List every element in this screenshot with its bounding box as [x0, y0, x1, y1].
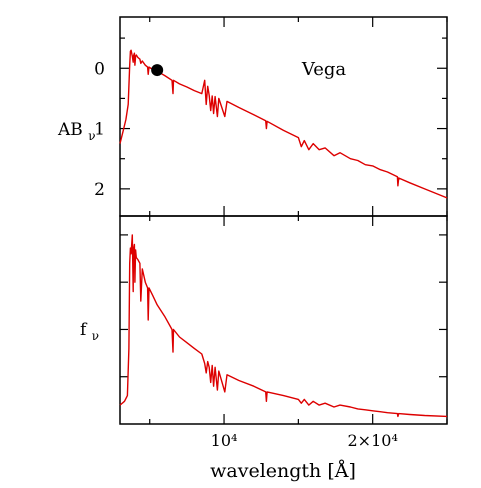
bottom-spectrum-line: [119, 234, 448, 418]
x-tick-label: 10⁴: [211, 431, 238, 450]
top-panel: 0 1 2 Vega AB ν: [57, 16, 448, 217]
bottom-y-axis-label-sub: ν: [92, 329, 99, 343]
top-y-tick-label: 0: [94, 59, 105, 79]
x-tick-label: 2×10⁴: [348, 431, 398, 450]
bottom-y-axis-label-main: f: [80, 320, 88, 340]
x-tick-labels: 10⁴ 2×10⁴: [211, 431, 398, 450]
top-y-tick-labels: 0 1 2: [94, 59, 105, 200]
top-y-axis-label: AB ν: [57, 120, 95, 143]
top-y-tick-label: 2: [94, 180, 105, 200]
top-spectrum-line: [119, 49, 448, 199]
bottom-panel-frame: [119, 215, 448, 425]
bottom-ticks: [120, 216, 448, 424]
chart-title: Vega: [301, 59, 347, 80]
top-y-tick-label: 1: [94, 120, 105, 140]
bottom-panel: 10⁴ 2×10⁴ f ν wavelength [Å]: [80, 215, 448, 482]
top-ticks: [120, 17, 448, 216]
x-axis-label: wavelength [Å]: [210, 460, 356, 482]
top-marker-point: [151, 64, 164, 77]
bottom-y-axis-label: f ν: [80, 320, 99, 343]
top-y-axis-label-main: AB: [57, 120, 83, 140]
top-y-axis-label-sub: ν: [88, 129, 95, 143]
